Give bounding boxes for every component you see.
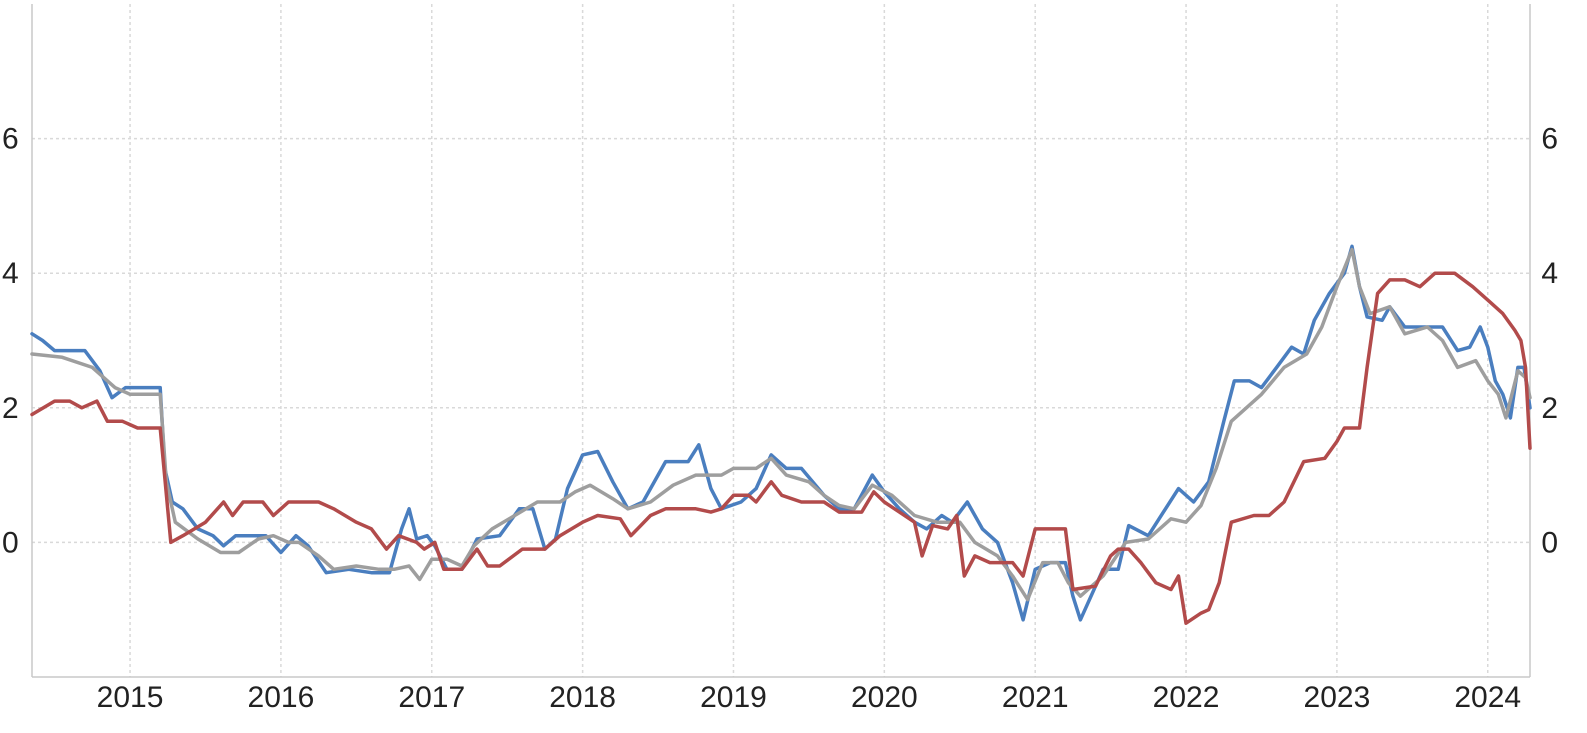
series-line-3 [30, 271, 1532, 625]
x-tick-label: 2018 [549, 681, 616, 714]
x-tick-label: 2017 [398, 681, 465, 714]
x-tick-label: 2021 [1002, 681, 1069, 714]
x-tick-label: 2023 [1304, 681, 1371, 714]
x-tick-label: 2024 [1454, 681, 1521, 714]
axis-layer [31, 4, 1531, 678]
y-tick-label-left: 0 [2, 526, 19, 559]
y-tick-label-right: 4 [1541, 257, 1558, 290]
series-layer [30, 244, 1532, 625]
grid-layer [32, 4, 1530, 677]
label-layer: 0 0 2 2 4 4 6 6 2015 2016 2017 2018 2019 2020 2021 2022… [2, 123, 1558, 714]
x-tick-label: 2015 [97, 681, 164, 714]
x-tick-label: 2020 [851, 681, 918, 714]
series-line-1 [30, 244, 1532, 622]
y-tick-label-left: 2 [2, 392, 19, 425]
y-tick-label-right: 0 [1541, 526, 1558, 559]
x-tick-label: 2019 [700, 681, 767, 714]
y-tick-label-left: 4 [2, 257, 19, 290]
series-line-2 [30, 247, 1532, 602]
y-tick-label-right: 2 [1541, 392, 1558, 425]
y-tick-label-right: 6 [1541, 123, 1558, 156]
x-tick-label: 2016 [248, 681, 315, 714]
y-tick-label-left: 6 [2, 123, 19, 156]
x-tick-label: 2022 [1153, 681, 1220, 714]
